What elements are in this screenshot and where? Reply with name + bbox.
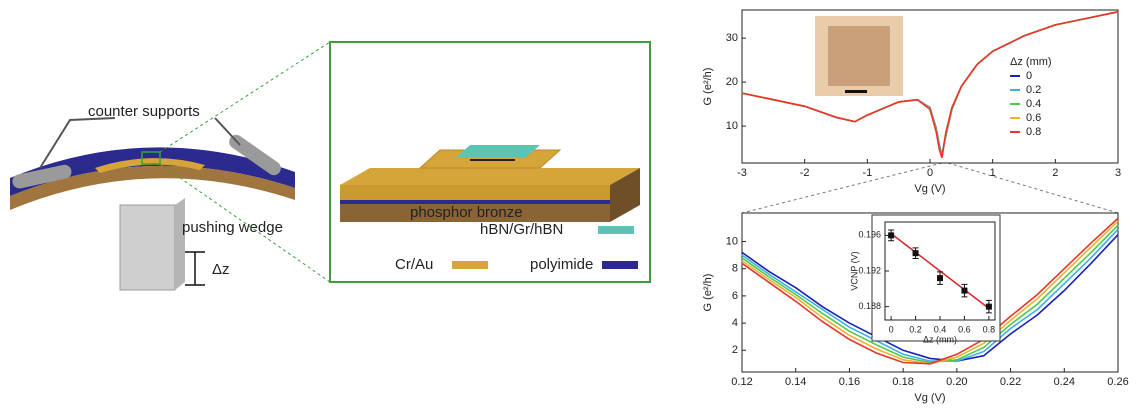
y-tick-label: 0.192	[858, 265, 881, 275]
x-tick-label: 0.24	[1054, 376, 1075, 388]
plot-frame	[742, 10, 1118, 163]
x-tick-label: 0.20	[946, 376, 967, 388]
y-axis-label: VCNP (V)	[849, 251, 859, 290]
key	[602, 261, 638, 269]
x-tick-label: 2	[1052, 167, 1058, 179]
y-tick-label: 20	[726, 76, 738, 88]
y-tick-label: 0.196	[858, 230, 881, 240]
cross-section: phosphor bronze hBN/Gr/hBN Cr/Au polyimi…	[330, 42, 650, 282]
x-tick-label: 3	[1115, 167, 1121, 179]
inset-photo	[815, 16, 903, 96]
x-tick-label: 0.26	[1107, 376, 1128, 388]
x-axis-label: Vg (V)	[914, 392, 945, 404]
x-tick-label: 0	[889, 324, 894, 334]
data-point	[937, 275, 943, 281]
gold-top	[340, 168, 640, 185]
label: pushing wedge	[182, 219, 283, 236]
data-point	[986, 304, 992, 310]
label: Cr/Au	[395, 256, 433, 273]
y-tick-label: 6	[732, 290, 738, 302]
y-axis-label: G (e²/h)	[702, 274, 714, 312]
x-tick-label: 0.6	[958, 324, 971, 334]
zoom-line	[160, 42, 330, 152]
legend-label: 0.6	[1026, 112, 1041, 124]
legend-label: 0.4	[1026, 98, 1041, 110]
scale-bar	[845, 90, 867, 93]
key	[452, 261, 488, 269]
label: phosphor bronze	[410, 204, 523, 221]
y-tick-label: 10	[726, 120, 738, 132]
x-axis-label: Δz (mm)	[923, 334, 957, 344]
x-tick-label: 0.22	[1000, 376, 1021, 388]
y-tick-label: 10	[726, 235, 738, 247]
data-line	[742, 12, 1118, 155]
figure: counter supports pushing wedge Δz phosph…	[0, 0, 1136, 408]
x-tick-label: -1	[862, 167, 872, 179]
data-line	[742, 12, 1118, 158]
x-tick-label: 0.8	[983, 324, 996, 334]
zoom-line	[948, 163, 1118, 213]
y-tick-label: 2	[732, 344, 738, 356]
y-axis-label: G (e²/h)	[702, 68, 714, 106]
data-point	[913, 250, 919, 256]
x-tick-label: 0.4	[934, 324, 947, 334]
x-tick-label: -3	[737, 167, 747, 179]
y-tick-label: 8	[732, 263, 738, 275]
x-tick-label: 0.2	[909, 324, 922, 334]
data-point	[888, 232, 894, 238]
x-tick-label: 1	[990, 167, 996, 179]
wedge-side	[175, 198, 185, 290]
x-axis-label: Vg (V)	[914, 183, 945, 195]
y-tick-label: 0.188	[858, 301, 881, 311]
data-line	[742, 12, 1118, 157]
legend-title: Δz (mm)	[1010, 56, 1052, 68]
x-tick-label: -2	[800, 167, 810, 179]
x-tick-label: 0.16	[839, 376, 860, 388]
data-point	[961, 288, 967, 294]
x-tick-label: 0	[927, 167, 933, 179]
data-line	[742, 12, 1118, 156]
zoom-line	[742, 163, 942, 213]
photo-pad	[828, 26, 890, 86]
x-tick-label: 0.12	[731, 376, 752, 388]
x-tick-label: 0.18	[892, 376, 913, 388]
label: counter supports	[88, 103, 200, 120]
gold-front	[340, 185, 610, 200]
label: Δz	[212, 261, 230, 278]
data-line	[742, 12, 1118, 158]
label: hBN/Gr/hBN	[480, 221, 563, 238]
wedge	[120, 205, 175, 290]
y-tick-label: 4	[732, 317, 738, 329]
x-tick-label: 0.14	[785, 376, 806, 388]
label: polyimide	[530, 256, 593, 273]
y-tick-label: 30	[726, 32, 738, 44]
key	[598, 226, 634, 234]
legend-label: 0	[1026, 70, 1032, 82]
legend-label: 0.2	[1026, 84, 1041, 96]
device-diagram: counter supports pushing wedge Δz	[10, 42, 330, 290]
pointer	[215, 118, 240, 145]
legend-label: 0.8	[1026, 126, 1041, 138]
